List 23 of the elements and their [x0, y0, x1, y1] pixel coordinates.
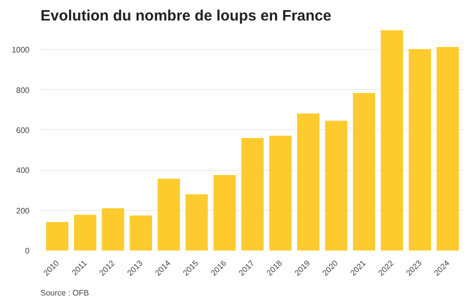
bar [325, 120, 348, 250]
bar [436, 46, 459, 250]
y-tick-label: 400 [16, 166, 30, 176]
bar [158, 178, 180, 250]
bar [186, 194, 208, 250]
y-tick-label: 0 [25, 246, 30, 256]
bar [46, 222, 68, 250]
y-tick-label: 200 [16, 206, 30, 216]
source-note: Source : OFB [40, 288, 89, 298]
bar [408, 48, 432, 250]
bar [297, 113, 320, 250]
bar [213, 174, 236, 250]
bar [130, 216, 152, 250]
y-tick-label: 1000 [12, 46, 30, 55]
bar [380, 30, 404, 250]
bar [102, 208, 124, 250]
bar [352, 92, 376, 250]
y-tick-label: 800 [16, 86, 30, 95]
y-tick-label: 600 [16, 126, 30, 135]
chart-title: Evolution du nombre de loups en France [40, 8, 332, 24]
bar [269, 136, 292, 250]
bar [241, 138, 264, 250]
bar [74, 214, 96, 250]
